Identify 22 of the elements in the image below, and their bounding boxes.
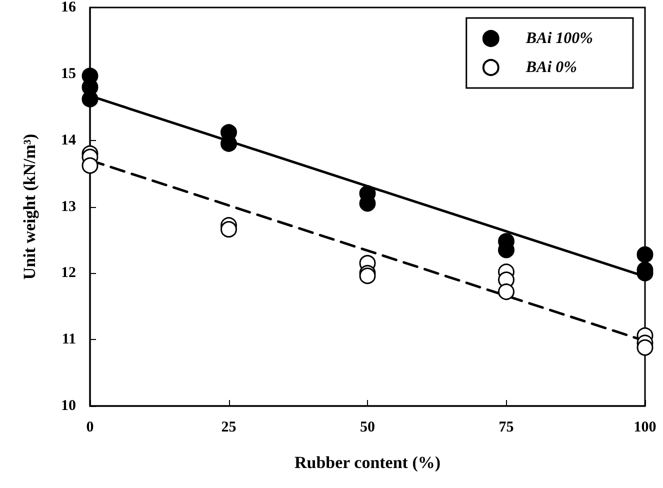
y-tick-label: 11 <box>62 332 76 348</box>
x-tick-label: 0 <box>86 420 94 436</box>
x-tick-label: 25 <box>221 420 236 436</box>
legend-label: BAi 0% <box>524 59 578 76</box>
point <box>636 339 654 356</box>
y-tick-label: 12 <box>61 265 76 282</box>
point <box>498 284 514 300</box>
point <box>359 268 376 284</box>
y-tick-label: 10 <box>61 398 76 414</box>
y-tick-label: 16 <box>61 0 76 16</box>
y-tick-label: 15 <box>61 66 76 82</box>
point <box>220 221 237 238</box>
x-tick-label: 50 <box>360 420 375 436</box>
y-axis-title: Unit weight (kN/m³) <box>20 134 39 280</box>
point <box>636 246 654 263</box>
x-tick-label: 100 <box>634 420 656 436</box>
x-axis-title: Rubber content (%) <box>294 453 441 472</box>
point <box>82 157 98 174</box>
y-tick-label: 13 <box>61 198 76 215</box>
legend-label: BAi 100% <box>524 30 594 47</box>
y-tick-label: 14 <box>61 132 76 148</box>
x-tick-label: 75 <box>498 420 514 436</box>
